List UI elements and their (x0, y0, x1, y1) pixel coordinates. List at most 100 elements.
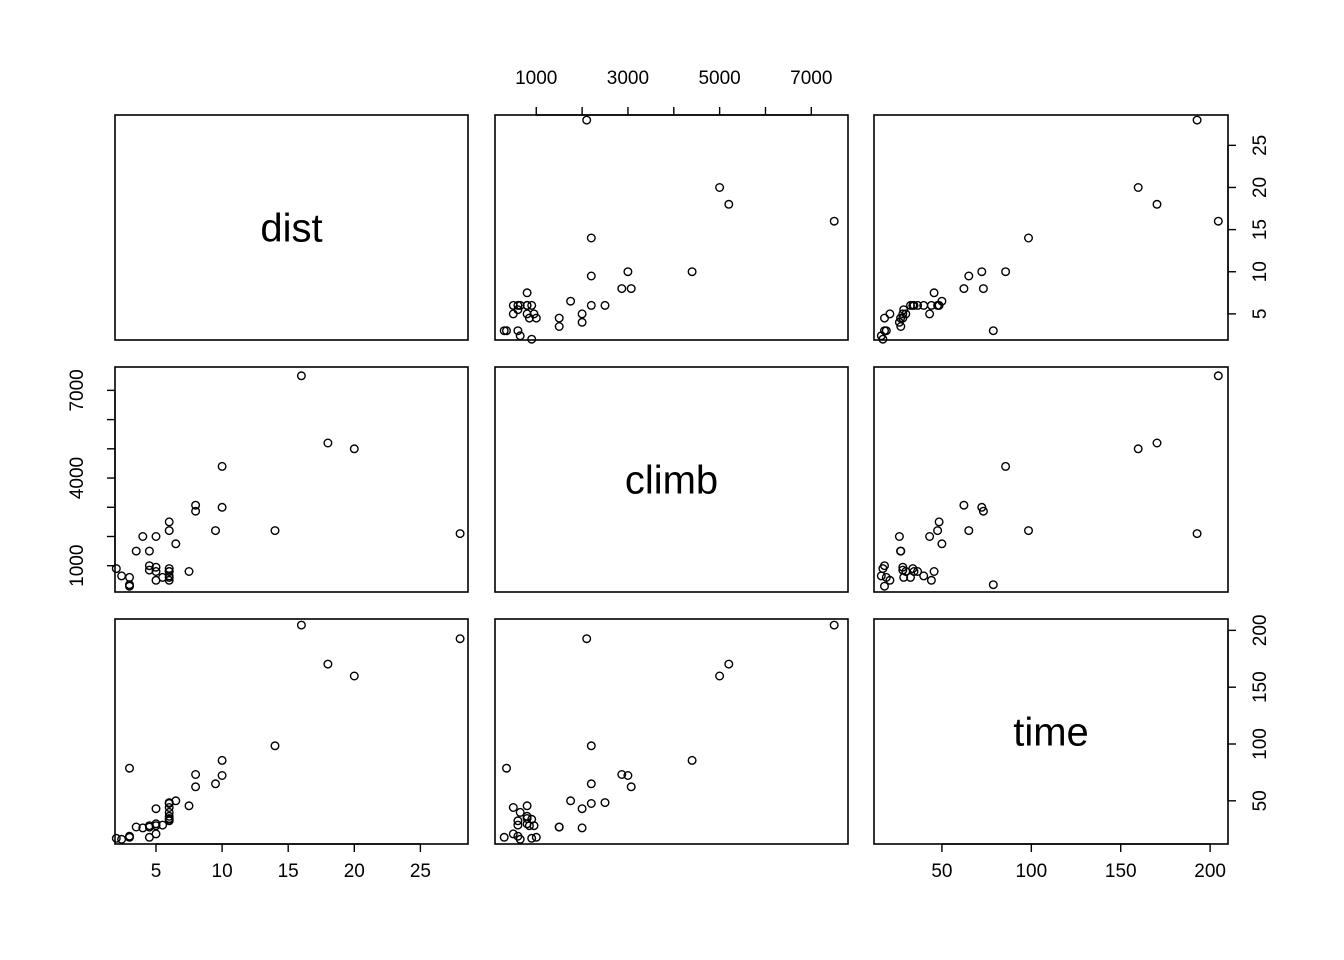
point-time-vs-dist-3 (184, 801, 194, 811)
point-climb-vs-dist-10 (455, 529, 465, 539)
point-climb-vs-time-12 (964, 526, 974, 536)
tick-label: 7000 (67, 369, 88, 411)
point-time-vs-climb-24 (513, 831, 523, 841)
point-climb-vs-time-25 (894, 532, 904, 542)
point-dist-vs-time-23 (878, 334, 888, 344)
panel-dist-climb (494, 114, 849, 344)
point-climb-vs-time-30 (1001, 461, 1011, 471)
point-dist-vs-time-15 (977, 267, 987, 277)
tick-label: 10 (212, 861, 233, 882)
point-time-vs-dist-19 (158, 820, 168, 830)
panel-climb-climb: climb (494, 366, 849, 593)
point-climb-vs-time-28 (937, 539, 947, 549)
tick-label: 15 (278, 861, 299, 882)
tick-label: 20 (1250, 177, 1271, 198)
axis-left-climb: 1000 4000 7000 (67, 369, 116, 587)
point-climb-vs-time-31 (906, 572, 916, 582)
point-climb-vs-dist-25 (138, 532, 148, 542)
point-time-vs-dist-0 (117, 834, 127, 844)
point-time-vs-dist-10 (455, 634, 465, 644)
point-dist-vs-time-30 (1001, 267, 1011, 277)
panel-frame (114, 366, 469, 593)
point-climb-vs-time-10 (1192, 529, 1202, 539)
point-dist-vs-time-26 (909, 300, 919, 310)
point-time-vs-dist-34 (349, 671, 359, 681)
panel-frame (114, 114, 469, 341)
point-time-vs-climb-4 (626, 782, 636, 792)
point-dist-vs-time-32 (1152, 199, 1162, 209)
point-time-vs-climb-3 (522, 801, 532, 811)
point-climb-vs-time-34 (1133, 444, 1143, 454)
point-dist-vs-time-28 (937, 296, 947, 306)
variable-label-time: time (1013, 711, 1089, 755)
point-time-vs-climb-12 (586, 779, 596, 789)
axis-top-climb: 1000 3000 5000 7000 (515, 68, 832, 116)
point-dist-vs-time-6 (1213, 216, 1223, 226)
point-dist-vs-climb-33 (524, 313, 534, 323)
point-time-vs-dist-17 (124, 763, 134, 773)
point-dist-vs-time-13 (926, 300, 936, 310)
point-dist-vs-time-16 (1023, 233, 1033, 243)
point-time-vs-climb-21 (554, 822, 564, 832)
point-time-vs-dist-28 (171, 796, 181, 806)
point-dist-vs-time-12 (964, 271, 974, 281)
point-time-vs-climb-11 (577, 804, 587, 814)
point-time-vs-dist-30 (217, 755, 227, 765)
tick-label: 4000 (67, 457, 88, 499)
point-time-vs-dist-33 (144, 821, 154, 831)
point-climb-vs-time-1 (934, 517, 944, 527)
point-dist-vs-climb-2 (527, 300, 537, 310)
point-climb-vs-dist-20 (124, 581, 134, 591)
point-climb-vs-time-20 (880, 581, 890, 591)
point-climb-vs-dist-6 (296, 371, 306, 381)
point-climb-vs-dist-21 (131, 546, 141, 556)
point-dist-vs-climb-29 (508, 309, 518, 319)
tick-label: 1000 (515, 68, 557, 89)
axis-right-dist: 5 10 15 20 25 (1227, 135, 1271, 320)
tick-label: 25 (1250, 135, 1271, 156)
point-climb-vs-time-23 (878, 564, 888, 574)
panel-time-climb (494, 618, 849, 845)
point-time-vs-climb-22 (586, 799, 596, 809)
point-time-vs-climb-28 (566, 796, 576, 806)
point-climb-vs-time-3 (929, 567, 939, 577)
point-time-vs-climb-31 (513, 816, 523, 826)
point-time-vs-climb-16 (586, 741, 596, 751)
point-climb-vs-dist-8 (151, 567, 161, 577)
point-dist-vs-climb-24 (513, 326, 523, 336)
point-climb-vs-dist-24 (124, 572, 134, 582)
point-dist-vs-time-3 (929, 288, 939, 298)
point-climb-vs-time-17 (988, 580, 998, 590)
point-dist-vs-climb-20 (499, 326, 509, 336)
point-climb-vs-dist-31 (164, 572, 174, 582)
point-dist-vs-time-34 (1133, 182, 1143, 192)
point-dist-vs-climb-5 (617, 284, 627, 294)
point-climb-vs-dist-26 (164, 567, 174, 577)
point-time-vs-climb-17 (502, 763, 512, 773)
point-dist-vs-climb-32 (724, 199, 734, 209)
tick-label: 1000 (67, 545, 88, 587)
point-climb-vs-dist-28 (171, 539, 181, 549)
point-time-vs-dist-31 (164, 816, 174, 826)
point-dist-vs-time-31 (906, 300, 916, 310)
axis-bottom-dist: 5 10 15 20 25 (151, 843, 431, 882)
axis-bottom-time: 50 100 150 200 (931, 843, 1226, 882)
point-climb-vs-dist-32 (323, 438, 333, 448)
tick-label: 5 (1250, 309, 1271, 320)
point-time-vs-climb-1 (600, 798, 610, 808)
panel-frame (114, 618, 469, 845)
point-climb-vs-dist-23 (111, 564, 121, 574)
point-climb-vs-time-21 (896, 546, 906, 556)
point-dist-vs-climb-0 (515, 331, 525, 341)
point-climb-vs-time-4 (959, 500, 969, 510)
point-climb-vs-dist-30 (217, 461, 227, 471)
point-time-vs-dist-16 (270, 741, 280, 751)
point-time-vs-climb-32 (724, 659, 734, 669)
tick-label: 150 (1250, 671, 1271, 703)
tick-label: 200 (1250, 615, 1271, 647)
point-time-vs-dist-13 (164, 803, 174, 813)
tick-label: 100 (1015, 861, 1047, 882)
tick-label: 25 (410, 861, 431, 882)
